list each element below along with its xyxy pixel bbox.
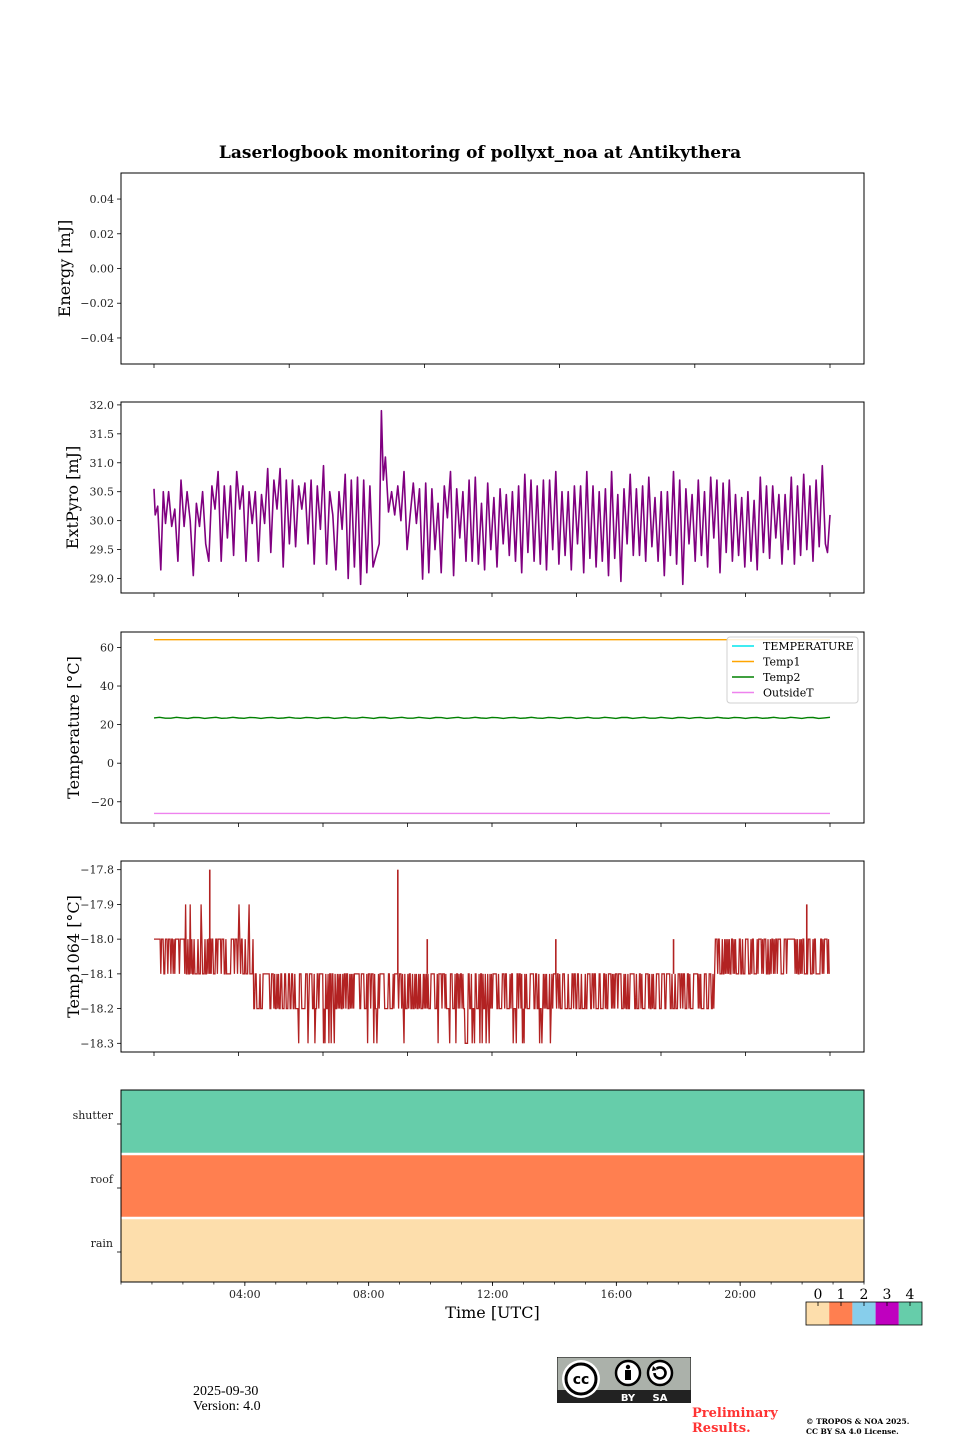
y-tick-label: 31.0: [90, 457, 115, 470]
y-tick-label: 40: [100, 680, 114, 693]
badge-by-label: BY: [621, 1393, 636, 1403]
preliminary-results-note: Preliminary Results.: [692, 1406, 778, 1436]
colorbar-tick-label: 0: [814, 1287, 823, 1303]
panel-temperature: 60 40 20 0 −20 Temperature [°C] TEMPERATURE Tem…: [64, 631, 865, 827]
x-tick-label: 12:00: [477, 1288, 509, 1301]
y-tick-label: −0.04: [80, 332, 114, 345]
footer-version: Version: 4.0: [193, 1399, 261, 1414]
x-tick-label: 16:00: [600, 1288, 632, 1301]
y-axis-label: Temp1064 [°C]: [64, 895, 83, 1018]
legend-box: [726, 636, 859, 704]
y-tick-label: 0: [107, 757, 114, 770]
panel-extpyro: 32.0 31.5 31.0 30.5 30.0 29.5 29.0 ExtPyro [mJ]: [63, 399, 865, 597]
x-tick-label: 20:00: [724, 1288, 756, 1301]
status-row-rain: [121, 1218, 864, 1282]
colorbar-tick-label: 3: [883, 1287, 892, 1303]
colorbar-swatch-3: [875, 1302, 899, 1325]
colorbar-swatch-2: [852, 1302, 876, 1325]
plot-area: [153, 409, 831, 586]
cc-icon: cc: [562, 1360, 600, 1398]
axes-frame: [120, 401, 865, 594]
row-label-shutter: shutter: [73, 1109, 114, 1122]
y-tick-label: −0.02: [80, 297, 114, 310]
badge-sa-label: SA: [653, 1393, 668, 1403]
status-row-roof: [121, 1154, 864, 1218]
x-tick-label: 08:00: [353, 1288, 385, 1301]
y-axis-label: ExtPyro [mJ]: [63, 446, 82, 549]
series-line-temp1064: [154, 904, 830, 1044]
footer-date: 2025-09-30: [193, 1384, 259, 1399]
colorbar-swatch-0: [806, 1302, 830, 1325]
series-line-extpyro: [153, 409, 831, 586]
preliminary-line-1: Preliminary: [692, 1406, 778, 1421]
status-row-shutter: [121, 1090, 864, 1154]
y-tick-label: −17.8: [80, 864, 114, 877]
y-tick-label: −18.2: [80, 1003, 114, 1016]
panel-status: shutter roof rain 04:00 08:00 12:00 16:00 20:00…: [73, 1089, 923, 1326]
y-tick-label: −20: [91, 796, 114, 809]
legend-label-temp1: Temp1: [763, 656, 800, 669]
chart-title: Laserlogbook monitoring of pollyxt_noa a…: [219, 143, 741, 163]
y-tick-label: −17.9: [80, 898, 114, 911]
colorbar-tick-label: 4: [906, 1287, 915, 1303]
legend-label-temp2: Temp2: [763, 671, 800, 684]
x-axis-label: Time [UTC]: [445, 1303, 539, 1322]
axes-frame: [120, 172, 865, 365]
plot-area: [154, 869, 830, 1044]
colorbar-swatch-4: [898, 1302, 922, 1325]
cc-by-sa-badge: cc BY SA: [557, 1357, 691, 1403]
y-tick-label: 31.5: [90, 428, 115, 441]
y-tick-label: 0.00: [90, 263, 115, 276]
row-label-roof: roof: [90, 1173, 114, 1186]
panel-temp1064: −17.8 −17.9 −18.0 −18.1 −18.2 −18.3 Temp1064 […: [64, 860, 865, 1056]
axes-frame: [120, 860, 865, 1053]
axes-frame: [120, 1089, 865, 1283]
legend: TEMPERATURE Temp1 Temp2 OutsideT: [726, 636, 859, 704]
x-tick-label: 04:00: [229, 1288, 261, 1301]
svg-text:cc: cc: [573, 1372, 590, 1388]
y-tick-label: 32.0: [90, 399, 115, 412]
y-tick-label: 60: [100, 641, 114, 654]
y-tick-label: 30.0: [90, 515, 115, 528]
y-tick-label: −18.3: [80, 1037, 114, 1050]
panel-energy: 0.04 0.02 0.00 −0.02 −0.04 Energy [mJ]: [55, 172, 865, 368]
row-label-rain: rain: [91, 1237, 113, 1250]
y-tick-label: 29.0: [90, 573, 115, 586]
legend-label-temperature: TEMPERATURE: [763, 640, 854, 653]
series-line-temp2: [153, 716, 831, 720]
y-tick-label: 29.5: [90, 544, 115, 557]
share-alike-icon: [646, 1359, 674, 1387]
colorbar-tick-label: 1: [837, 1287, 846, 1303]
y-tick-label: −18.1: [80, 968, 114, 981]
legend-label-outsidet: OutsideT: [763, 687, 814, 700]
copyright-line-2: CC BY SA 4.0 License.: [806, 1427, 899, 1436]
axes-frame: [120, 631, 865, 824]
copyright-line-1: © TROPOS & NOA 2025.: [806, 1417, 910, 1426]
y-tick-label: −18.0: [80, 933, 114, 946]
preliminary-line-2: Results.: [692, 1421, 751, 1436]
y-tick-label: 20: [100, 719, 114, 732]
y-tick-label: 30.5: [90, 486, 115, 499]
y-tick-label: 0.04: [90, 193, 115, 206]
colorbar-tick-label: 2: [860, 1287, 869, 1303]
copyright-note: © TROPOS & NOA 2025. CC BY SA 4.0 Licens…: [806, 1417, 909, 1437]
plot-area: [153, 639, 831, 815]
y-tick-label: 0.02: [90, 228, 115, 241]
footer-date-version: 2025-09-30 Version: 4.0: [193, 1384, 261, 1414]
attribution-icon: [614, 1359, 642, 1387]
colorbar-swatch-1: [829, 1302, 853, 1325]
y-axis-label: Temperature [°C]: [64, 656, 83, 799]
y-axis-label: Energy [mJ]: [55, 220, 74, 318]
